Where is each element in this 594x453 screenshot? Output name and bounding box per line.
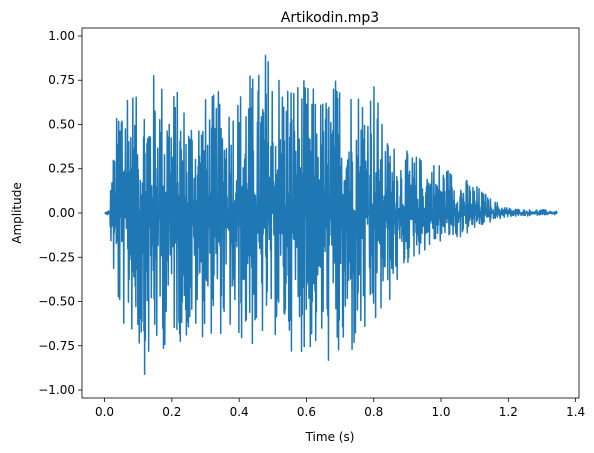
y-tick-label: 0.00: [48, 206, 75, 220]
x-tick-label: 0.6: [297, 405, 316, 419]
series-layer: [104, 54, 558, 375]
chart-title: Artikodin.mp3: [281, 10, 379, 26]
plot-area: [81, 27, 580, 399]
x-tick-label: 0.8: [364, 405, 383, 419]
y-tick-label: 0.50: [48, 117, 75, 131]
x-tick-label: 1.0: [431, 405, 450, 419]
x-tick-label: 1.2: [499, 405, 518, 419]
y-tick-label: −0.50: [38, 295, 75, 309]
y-axis: 1.00 0.75 0.50 0.25 0.00 −0.25 −0.50 −0.75 −1.00: [38, 29, 82, 397]
y-tick-label: −0.25: [38, 250, 75, 264]
y-tick-label: 0.25: [48, 162, 75, 176]
x-tick-label: 1.4: [566, 405, 585, 419]
waveform-series-line: [104, 54, 558, 375]
x-tick-label: 0.0: [95, 405, 114, 419]
y-tick-label: −0.75: [38, 339, 75, 353]
x-axis: 0.0 0.2 0.4 0.6 0.8 1.0 1.2 1.4: [95, 398, 585, 419]
x-tick-label: 0.2: [162, 405, 181, 419]
x-tick-label: 0.4: [230, 405, 249, 419]
y-tick-label: −1.00: [38, 383, 75, 397]
x-axis-label: Time (s): [305, 430, 355, 444]
y-axis-label: Amplitude: [10, 182, 24, 244]
y-tick-label: 0.75: [48, 73, 75, 87]
y-tick-label: 1.00: [48, 29, 75, 43]
